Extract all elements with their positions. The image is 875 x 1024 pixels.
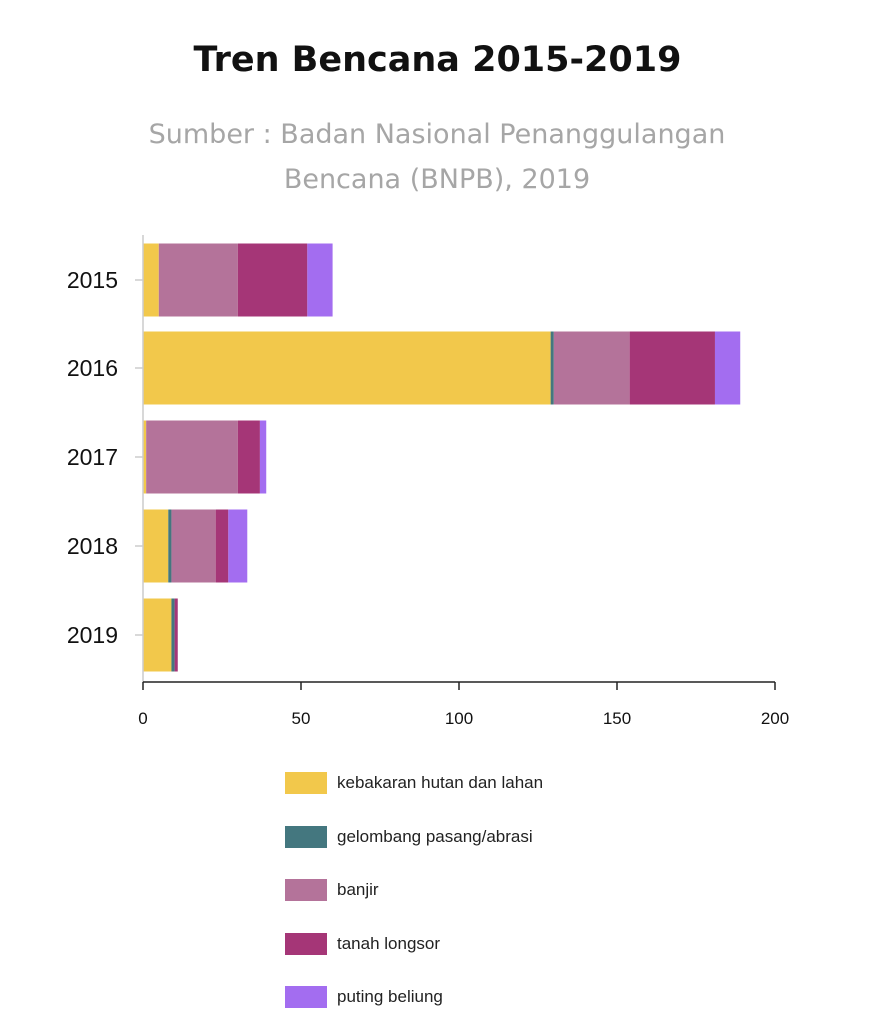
y-tick-label: 2019 [67, 622, 118, 648]
bar-2016-series-2 [553, 331, 630, 405]
y-ticks-group: 2015 2016 2017 2018 2019 [67, 267, 143, 648]
chart-subtitle: Sumber : Badan Nasional Penanggulangan B… [148, 119, 726, 195]
bar-2015-series-3 [237, 243, 308, 317]
legend-swatch [285, 986, 327, 1008]
legend-swatch [285, 772, 327, 794]
legend-item: kebakaran hutan dan lahan [285, 770, 685, 794]
bar-2017-series-3 [237, 420, 260, 494]
legend-label: kebakaran hutan dan lahan [337, 773, 544, 792]
x-ticks-group: 0 50 100 150 200 [138, 682, 789, 728]
bar-2016-series-0 [143, 331, 551, 405]
chart-title: Tren Bencana 2015-2019 [193, 40, 682, 80]
bar-chart: 2015 2016 2017 2018 2019 0 50 100 150 200 [67, 235, 789, 728]
bar-2016-series-1 [550, 331, 554, 405]
legend-item: tanah longsor [285, 931, 685, 955]
legend-label: gelombang pasang/abrasi [337, 826, 533, 846]
bar-2018-series-0 [143, 509, 169, 583]
y-tick-label: 2018 [67, 533, 118, 559]
bars-group [143, 243, 741, 672]
x-tick-label: 0 [138, 709, 147, 728]
legend-swatch [285, 932, 327, 955]
legend-label: tanah longsor [337, 933, 441, 953]
legend-item: puting beliung [285, 984, 685, 1008]
legend-item: banjir [285, 877, 685, 901]
x-tick-label: 200 [761, 709, 789, 728]
bar-2017-series-2 [146, 420, 238, 494]
x-tick-label: 100 [445, 709, 473, 728]
bar-2019-series-3 [174, 598, 178, 672]
bar-2018-series-2 [171, 509, 216, 583]
bar-2018-series-1 [168, 509, 172, 583]
x-tick-label: 50 [292, 709, 311, 728]
legend-label: puting beliung [337, 987, 443, 1006]
bar-2019-series-1 [171, 598, 175, 672]
bar-2015-series-4 [307, 243, 333, 317]
bar-2016-series-3 [629, 331, 715, 405]
bar-2018-series-3 [215, 509, 229, 583]
y-tick-label: 2017 [67, 444, 118, 470]
legend-swatch [285, 825, 327, 848]
bar-2018-series-4 [228, 509, 248, 583]
bar-2017-series-0 [143, 420, 147, 494]
bar-2017-series-4 [259, 420, 267, 494]
bar-2015-series-0 [143, 243, 159, 317]
bar-2015-series-2 [158, 243, 238, 317]
y-tick-label: 2015 [67, 267, 118, 293]
x-tick-label: 150 [603, 709, 631, 728]
bar-2016-series-4 [714, 331, 741, 405]
bar-2019-series-0 [143, 598, 172, 672]
legend-label: banjir [337, 880, 379, 899]
legend-swatch [285, 879, 327, 901]
legend-item: gelombang pasang/abrasi [285, 824, 685, 848]
y-tick-label: 2016 [67, 355, 118, 381]
